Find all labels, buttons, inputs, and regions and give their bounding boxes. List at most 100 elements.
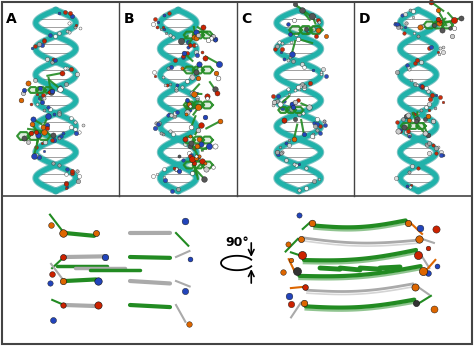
Polygon shape bbox=[442, 21, 453, 28]
Point bbox=[288, 52, 295, 57]
Point bbox=[51, 138, 58, 143]
Point bbox=[59, 302, 67, 308]
Point bbox=[151, 126, 159, 131]
Polygon shape bbox=[416, 123, 426, 129]
Point bbox=[407, 7, 414, 13]
Point bbox=[54, 87, 62, 93]
Point bbox=[397, 128, 404, 134]
Point bbox=[151, 73, 159, 78]
Point bbox=[278, 106, 285, 111]
Polygon shape bbox=[184, 31, 195, 38]
Point bbox=[405, 133, 413, 138]
Polygon shape bbox=[17, 132, 30, 140]
Point bbox=[58, 133, 65, 139]
Point bbox=[24, 139, 32, 145]
Point bbox=[277, 150, 285, 156]
Point bbox=[422, 104, 429, 109]
Point bbox=[192, 29, 200, 35]
Point bbox=[46, 281, 54, 286]
Point bbox=[33, 102, 40, 107]
Point bbox=[28, 45, 36, 51]
Point bbox=[49, 133, 57, 138]
Point bbox=[94, 302, 102, 308]
Point bbox=[288, 301, 295, 307]
Point bbox=[276, 102, 284, 107]
Point bbox=[193, 90, 201, 96]
Point bbox=[304, 30, 311, 36]
Point bbox=[309, 134, 317, 139]
Point bbox=[155, 19, 162, 25]
Point bbox=[68, 171, 75, 176]
Point bbox=[201, 176, 208, 181]
Point bbox=[175, 168, 182, 173]
Point bbox=[436, 45, 444, 51]
Point bbox=[193, 52, 201, 58]
Point bbox=[173, 85, 180, 91]
Point bbox=[38, 43, 46, 48]
Point bbox=[416, 236, 423, 242]
Point bbox=[187, 140, 194, 145]
Point bbox=[412, 300, 420, 306]
Point bbox=[414, 165, 421, 171]
Point bbox=[167, 112, 174, 117]
Point bbox=[407, 183, 414, 188]
Polygon shape bbox=[192, 162, 204, 169]
Point bbox=[20, 88, 27, 93]
Point bbox=[425, 151, 433, 156]
Point bbox=[312, 34, 320, 39]
Point bbox=[76, 25, 83, 31]
Text: D: D bbox=[358, 12, 370, 26]
Point bbox=[40, 148, 47, 154]
Point bbox=[193, 143, 201, 149]
Point bbox=[188, 156, 195, 161]
Point bbox=[392, 175, 400, 181]
Point bbox=[284, 21, 292, 27]
Point bbox=[194, 96, 201, 101]
Point bbox=[295, 187, 303, 193]
Point bbox=[179, 53, 187, 59]
Point bbox=[407, 119, 415, 125]
Point bbox=[185, 321, 193, 326]
Point bbox=[401, 24, 408, 29]
Point bbox=[410, 110, 417, 116]
Point bbox=[46, 107, 54, 112]
Point bbox=[429, 118, 437, 124]
Point bbox=[322, 33, 329, 39]
Point bbox=[19, 90, 27, 96]
Point bbox=[186, 134, 194, 139]
Polygon shape bbox=[201, 102, 213, 108]
Point bbox=[33, 145, 40, 150]
Point bbox=[190, 146, 198, 151]
Point bbox=[310, 120, 318, 126]
Point bbox=[409, 14, 417, 20]
Polygon shape bbox=[27, 132, 40, 140]
Point bbox=[322, 74, 330, 79]
Point bbox=[298, 7, 306, 13]
Point bbox=[181, 142, 189, 147]
Point bbox=[182, 111, 190, 117]
Point bbox=[402, 130, 410, 135]
Point bbox=[318, 71, 325, 76]
Point bbox=[273, 149, 281, 155]
Point bbox=[36, 95, 44, 101]
Point bbox=[213, 90, 221, 96]
Text: 90°: 90° bbox=[225, 237, 249, 249]
Point bbox=[47, 222, 55, 228]
Point bbox=[40, 90, 48, 95]
Point bbox=[412, 81, 419, 86]
Point bbox=[313, 127, 321, 133]
Point bbox=[300, 300, 308, 306]
Point bbox=[405, 117, 413, 122]
Point bbox=[49, 56, 56, 62]
Point bbox=[72, 130, 79, 136]
Point bbox=[298, 81, 306, 86]
Point bbox=[298, 62, 305, 67]
Point bbox=[295, 86, 303, 92]
Point bbox=[404, 128, 411, 134]
Point bbox=[209, 34, 217, 39]
Point bbox=[432, 150, 440, 155]
Point bbox=[393, 21, 401, 27]
Point bbox=[192, 50, 200, 55]
Point bbox=[170, 112, 178, 117]
Point bbox=[59, 254, 67, 260]
